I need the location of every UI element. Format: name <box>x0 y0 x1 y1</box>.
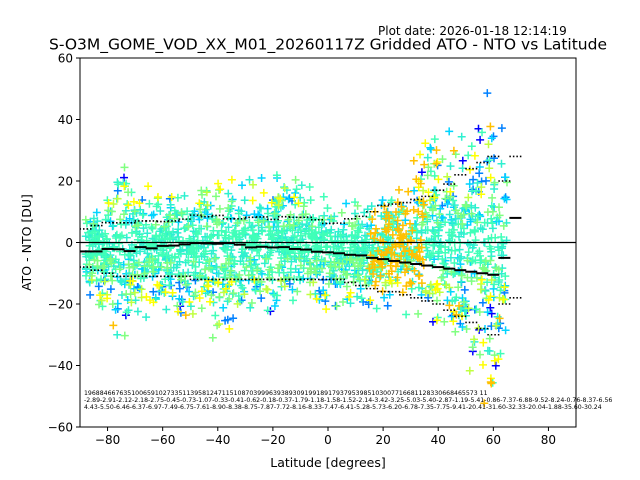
y-axis: −60 −40 −20 0 20 40 60 <box>48 52 80 435</box>
data-points <box>81 89 511 408</box>
x-tick-label: −60 <box>150 433 175 447</box>
y-tick-label: −60 <box>48 421 73 435</box>
x-axis: −80 −60 −40 −20 0 20 40 60 80 <box>95 427 556 447</box>
y-axis-label: ATO - NTO [DU] <box>19 194 34 291</box>
x-tick-label: 0 <box>324 433 332 447</box>
stats-row-counts: 1968846676351006591027335113958124711510… <box>84 390 488 397</box>
x-tick-label: 20 <box>375 433 390 447</box>
y-tick-label: 20 <box>58 175 73 189</box>
y-tick-label: 40 <box>58 113 73 127</box>
point-group <box>109 122 504 408</box>
y-tick-label: −40 <box>48 359 73 373</box>
plot-date: Plot date: 2026-01-18 12:14:19 <box>378 24 567 38</box>
x-tick-label: −40 <box>205 433 230 447</box>
x-tick-label: 80 <box>541 433 556 447</box>
stats-row-stddev: 4.43-5.50-6.46-6.37-6.97-7.49-6.75-7.61-… <box>84 404 602 411</box>
bias-markers <box>80 155 522 336</box>
x-tick-label: 60 <box>486 433 501 447</box>
x-tick-label: −20 <box>260 433 285 447</box>
y-tick-label: 0 <box>65 236 73 250</box>
point-group <box>96 139 509 383</box>
x-tick-label: 40 <box>431 433 446 447</box>
y-tick-label: −20 <box>48 298 73 312</box>
point-group <box>81 150 511 360</box>
x-axis-label: Latitude [degrees] <box>270 455 386 470</box>
bin-statistics: 1968846676351006591027335113958124711510… <box>84 390 612 411</box>
x-tick-label: −80 <box>95 433 120 447</box>
y-tick-label: 60 <box>58 52 73 66</box>
point-group <box>86 89 510 333</box>
stats-row-mean: -2.89-2.91-2.12-2.18-2.75-0.45-0.73-1.07… <box>84 397 612 404</box>
chart-title: S-O3M_GOME_VOD_XX_M01_20260117Z Gridded … <box>49 36 607 55</box>
